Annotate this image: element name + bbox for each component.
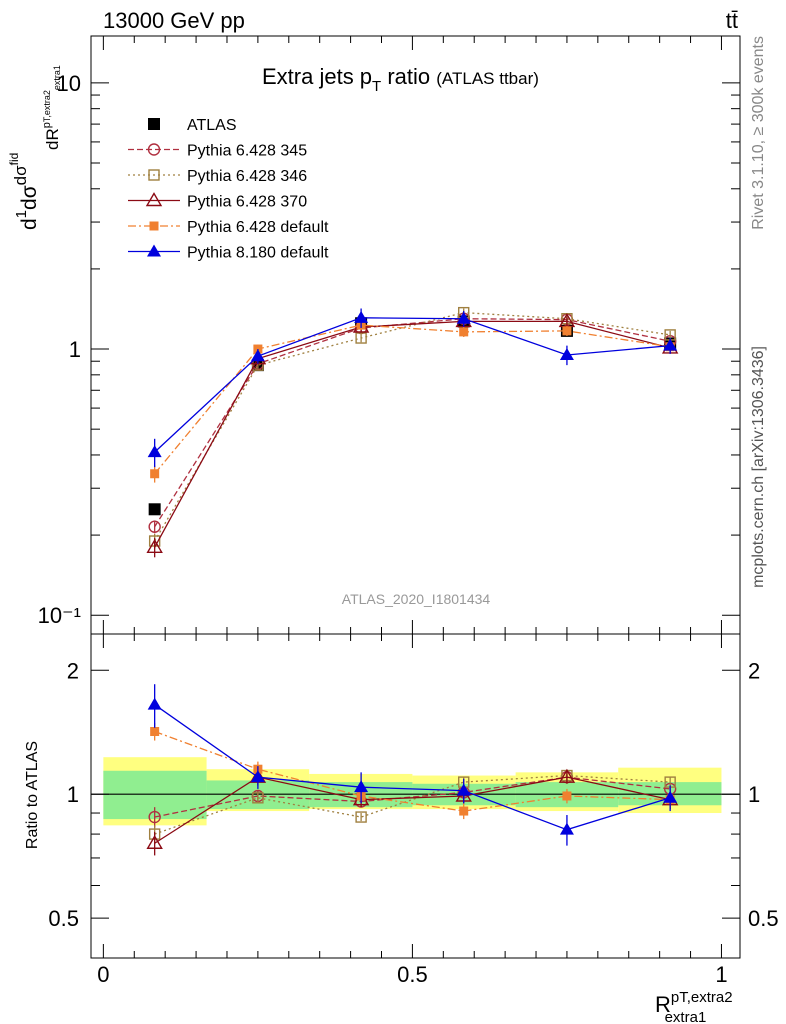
legend-label-p370: Pythia 6.428 370: [187, 194, 307, 211]
x-tick-label: 1: [715, 962, 727, 987]
point-p370: [146, 538, 163, 553]
legend-marker-p346: [148, 169, 160, 181]
ratio-y-tick-label-right: 2: [748, 658, 760, 683]
ratio-point-p6def: [150, 727, 160, 737]
chart-title: Extra jets pT ratio (ATLAS ttbar): [262, 64, 539, 95]
y-tick-label: 10: [57, 71, 81, 96]
analysis-id: ATLAS_2020_I1801434: [342, 591, 491, 607]
legend-label-p345: Pythia 6.428 345: [187, 143, 307, 160]
legend-marker-p345: [147, 143, 161, 156]
point-p346: [355, 332, 367, 344]
ratio-point-p8def: [456, 783, 471, 796]
series-line-p345: [154, 318, 671, 528]
ratio-y-axis-label: Ratio to ATLAS: [24, 741, 41, 849]
point-p8def: [147, 445, 162, 458]
svg-text:d1dσdσfid: d1dσdσfid: [7, 153, 41, 230]
legend-label-p346: Pythia 6.428 346: [187, 168, 307, 185]
ratio-panel: 2 2 1 1 0.5 0.5 0 0.5 1: [48, 633, 779, 987]
series-p6def: [150, 320, 675, 483]
series-line-p8def: [154, 317, 671, 453]
ratio-y-tick-label: 2: [67, 658, 79, 683]
ratio-point-p8def: [663, 790, 678, 803]
rivet-label: Rivet 3.1.10, ≥ 300k events: [750, 36, 767, 230]
series-p370: [146, 313, 679, 558]
legend: ATLAS Pythia 6.428 345 Pythia 6.428 346 Pyt…: [128, 117, 329, 262]
series-p8def: [147, 308, 678, 468]
process-label: tt̄: [726, 8, 738, 33]
ratio-point-p370: [146, 834, 163, 849]
ratio-y-tick-label-right: 0.5: [748, 906, 779, 931]
y-tick-label: 10⁻¹: [38, 603, 81, 628]
ratio-line-p8def: [154, 704, 671, 831]
main-y-axis-label: d1dσdσfid: [7, 153, 41, 230]
x-tick-label: 0: [97, 962, 109, 987]
series-p345: [148, 312, 677, 534]
point-p6def: [459, 327, 469, 337]
x-tick-label: 0.5: [397, 962, 428, 987]
ratio-point-p6def: [562, 791, 572, 801]
mcplots-label: mcplots.cern.ch [arXiv:1306.3436]: [750, 346, 767, 588]
ratio-y-tick-label: 0.5: [48, 906, 79, 931]
ratio-point-p8def: [147, 697, 162, 710]
point-p8def: [354, 310, 369, 323]
legend-marker-p6def: [149, 221, 159, 231]
ratio-y-tick-label-right: 1: [748, 782, 760, 807]
point-p8def: [663, 338, 678, 351]
ratio-point-p8def: [559, 822, 574, 835]
legend-label-atlas: ATLAS: [187, 117, 237, 134]
series-line-p370: [154, 320, 671, 548]
ratio-line-p370: [154, 776, 671, 844]
legend-marker-p8def: [147, 244, 161, 257]
ratio-y-tick-label: 1: [67, 782, 79, 807]
main-y-axis-label-den: dRpT,extra2extra1: [41, 65, 62, 150]
ratio-line-p6def: [154, 730, 671, 812]
point-p8def: [559, 347, 574, 360]
point-p8def: [456, 311, 471, 324]
ratio-point-p345: [148, 810, 161, 824]
ratio-line-p345: [154, 776, 671, 818]
ratio-point-p8def: [354, 780, 369, 793]
legend-marker-atlas: [148, 118, 160, 130]
ratio-plot-frame: [90, 633, 741, 959]
legend-marker-p370: [145, 192, 163, 207]
series-p346: [148, 306, 676, 549]
ratio-point-p346: [355, 811, 367, 823]
main-panel: 10 1 10⁻¹ ATLAS Pythia 6.428 345 Pythia 6.428…: [38, 35, 741, 635]
point-p6def: [150, 469, 160, 479]
series-line-p6def: [154, 324, 671, 475]
ratio-series-p8def: [147, 684, 678, 846]
ratio-line-p346: [154, 774, 671, 835]
legend-label-p6def: Pythia 6.428 default: [187, 219, 329, 236]
x-axis-label: RpT,extra2 extra1: [655, 989, 733, 1024]
ratio-point-p346: [252, 792, 264, 804]
chart-title-suffix: (ATLAS ttbar): [436, 69, 539, 88]
point-p345: [148, 520, 161, 533]
point-p6def: [562, 326, 572, 336]
ratio-point-p370: [558, 768, 576, 783]
legend-label-p8def: Pythia 8.180 default: [187, 245, 329, 262]
point-p8def: [250, 349, 265, 362]
y-tick-label: 1: [69, 337, 81, 362]
series-line-p346: [154, 311, 671, 542]
energy-label: 13000 GeV pp: [103, 8, 245, 33]
point-atlas: [148, 503, 161, 516]
ratio-point-p8def: [250, 770, 265, 783]
ratio-point-p6def: [459, 806, 469, 816]
